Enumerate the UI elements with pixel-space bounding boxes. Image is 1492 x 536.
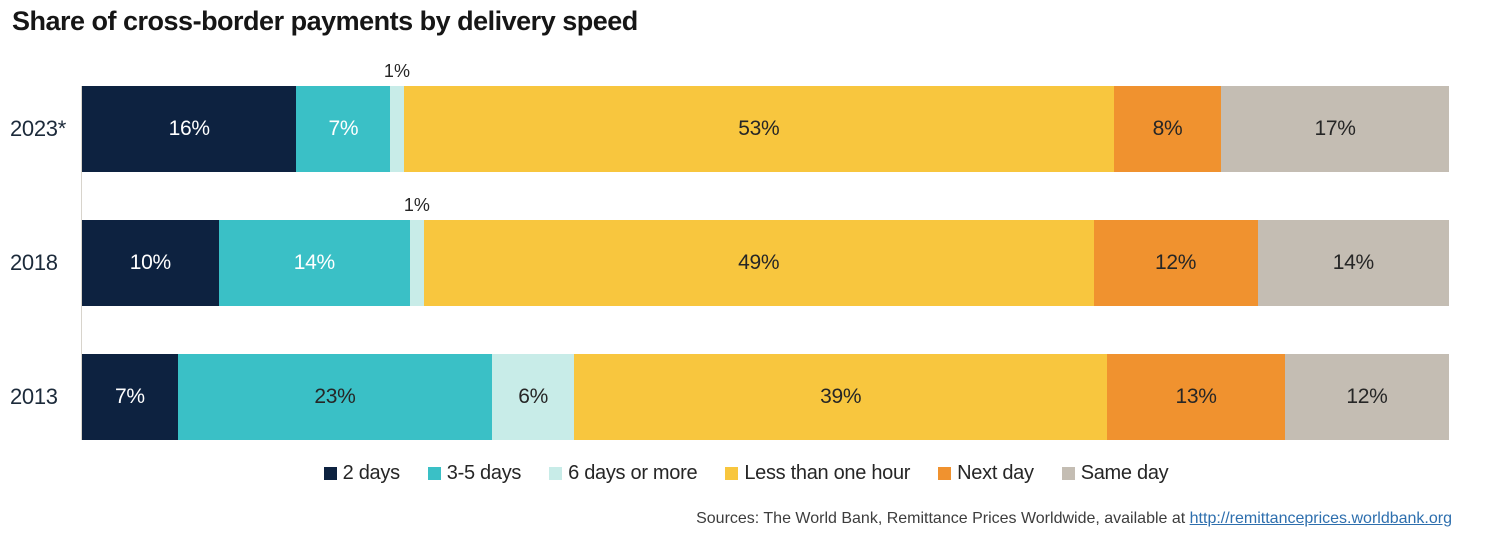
legend-item: Less than one hour [725, 462, 910, 485]
legend-item: 2 days [323, 462, 400, 485]
bar-segment: 12% [1284, 354, 1449, 440]
legend-label: Next day [957, 462, 1034, 484]
legend-swatch [549, 467, 563, 480]
segment-value-label: 13% [1175, 385, 1217, 408]
segment-value-label: 12% [1346, 385, 1388, 408]
legend-label: 6 days or more [568, 462, 698, 484]
segment-value-label: 17% [1314, 117, 1356, 140]
stacked-bar: 10% 14% 1% 49% 12% 14% [82, 195, 1449, 306]
legend-label: 3-5 days [446, 462, 522, 484]
stacked-bar-chart: 2023* 16% 7% 1% 53% 8% 17% 2018 10% 14% 1% 49% 12% 14… [0, 61, 1449, 440]
segment-value-label: 1% [403, 195, 430, 215]
bar-segment: 14% [218, 220, 411, 306]
legend-label: Same day [1080, 462, 1169, 484]
bar-segment: 12% [1093, 220, 1258, 306]
bar-segment: 7% [82, 354, 178, 440]
legend-item: Next day [938, 462, 1034, 485]
source-text: Sources: The World Bank, Remittance Pric… [696, 510, 1190, 527]
segment-value-label: 23% [314, 385, 356, 408]
bar-segment: 10% [82, 220, 219, 306]
segment-value-label: 7% [114, 385, 145, 408]
segment-value-label: 16% [168, 117, 210, 140]
legend-item: 6 days or more [549, 462, 698, 485]
legend-item: 3-5 days [427, 462, 522, 485]
row-label: 2023* [10, 116, 67, 141]
source-link[interactable]: http://remittanceprices.worldbank.org [1189, 510, 1452, 527]
segment-value-label: 10% [129, 251, 171, 274]
bar-segment [390, 86, 404, 172]
bar-segment: 23% [177, 354, 493, 440]
segment-value-label: 1% [383, 61, 410, 81]
segment-value-label: 53% [738, 117, 780, 140]
legend-swatch [323, 467, 337, 480]
legend-item: Same day [1061, 462, 1169, 485]
bar-segment: 7% [296, 86, 391, 172]
source-note: Sources: The World Bank, Remittance Pric… [696, 510, 1452, 528]
stacked-bar: 7% 23% 6% 39% 13% 12% [82, 354, 1449, 440]
bar-segment: 14% [1257, 220, 1449, 306]
bar-segment: 6% [492, 354, 575, 440]
stacked-bar: 16% 7% 1% 53% 8% 17% [82, 61, 1449, 172]
bar-segment [410, 220, 424, 306]
chart-title: Share of cross-border payments by delive… [12, 6, 638, 36]
segment-value-label: 8% [1152, 117, 1183, 140]
segment-value-label: 7% [328, 117, 359, 140]
segment-value-label: 14% [293, 251, 335, 274]
bar-segment: 17% [1221, 86, 1449, 172]
row-label: 2018 [10, 250, 58, 275]
segment-value-label: 14% [1332, 251, 1374, 274]
segment-value-label: 49% [738, 251, 780, 274]
y-axis-line [81, 86, 82, 440]
chart-row: 2013 7% 23% 6% 39% 13% 12% [0, 354, 1449, 440]
bar-segment: 49% [423, 220, 1094, 306]
bar-segment: 16% [82, 86, 297, 172]
bar-segment: 39% [574, 354, 1108, 440]
legend-swatch [1061, 467, 1075, 480]
legend-label: Less than one hour [744, 462, 911, 484]
chart-row: 2018 10% 14% 1% 49% 12% 14% [0, 195, 1449, 306]
legend-swatch [725, 467, 739, 480]
chart-row: 2023* 16% 7% 1% 53% 8% 17% [0, 61, 1449, 172]
bar-segment: 13% [1107, 354, 1285, 440]
legend-swatch [938, 467, 952, 480]
legend-label: 2 days [342, 462, 400, 484]
bar-segment: 8% [1113, 86, 1222, 172]
segment-value-label: 6% [518, 385, 548, 408]
chart-legend: 2 days 3-5 days 6 days or more Less than on… [0, 462, 1492, 485]
bar-segment: 53% [403, 86, 1114, 172]
segment-value-label: 39% [820, 385, 862, 408]
segment-value-label: 12% [1154, 251, 1197, 274]
row-label: 2013 [10, 384, 58, 409]
legend-swatch [427, 467, 441, 480]
